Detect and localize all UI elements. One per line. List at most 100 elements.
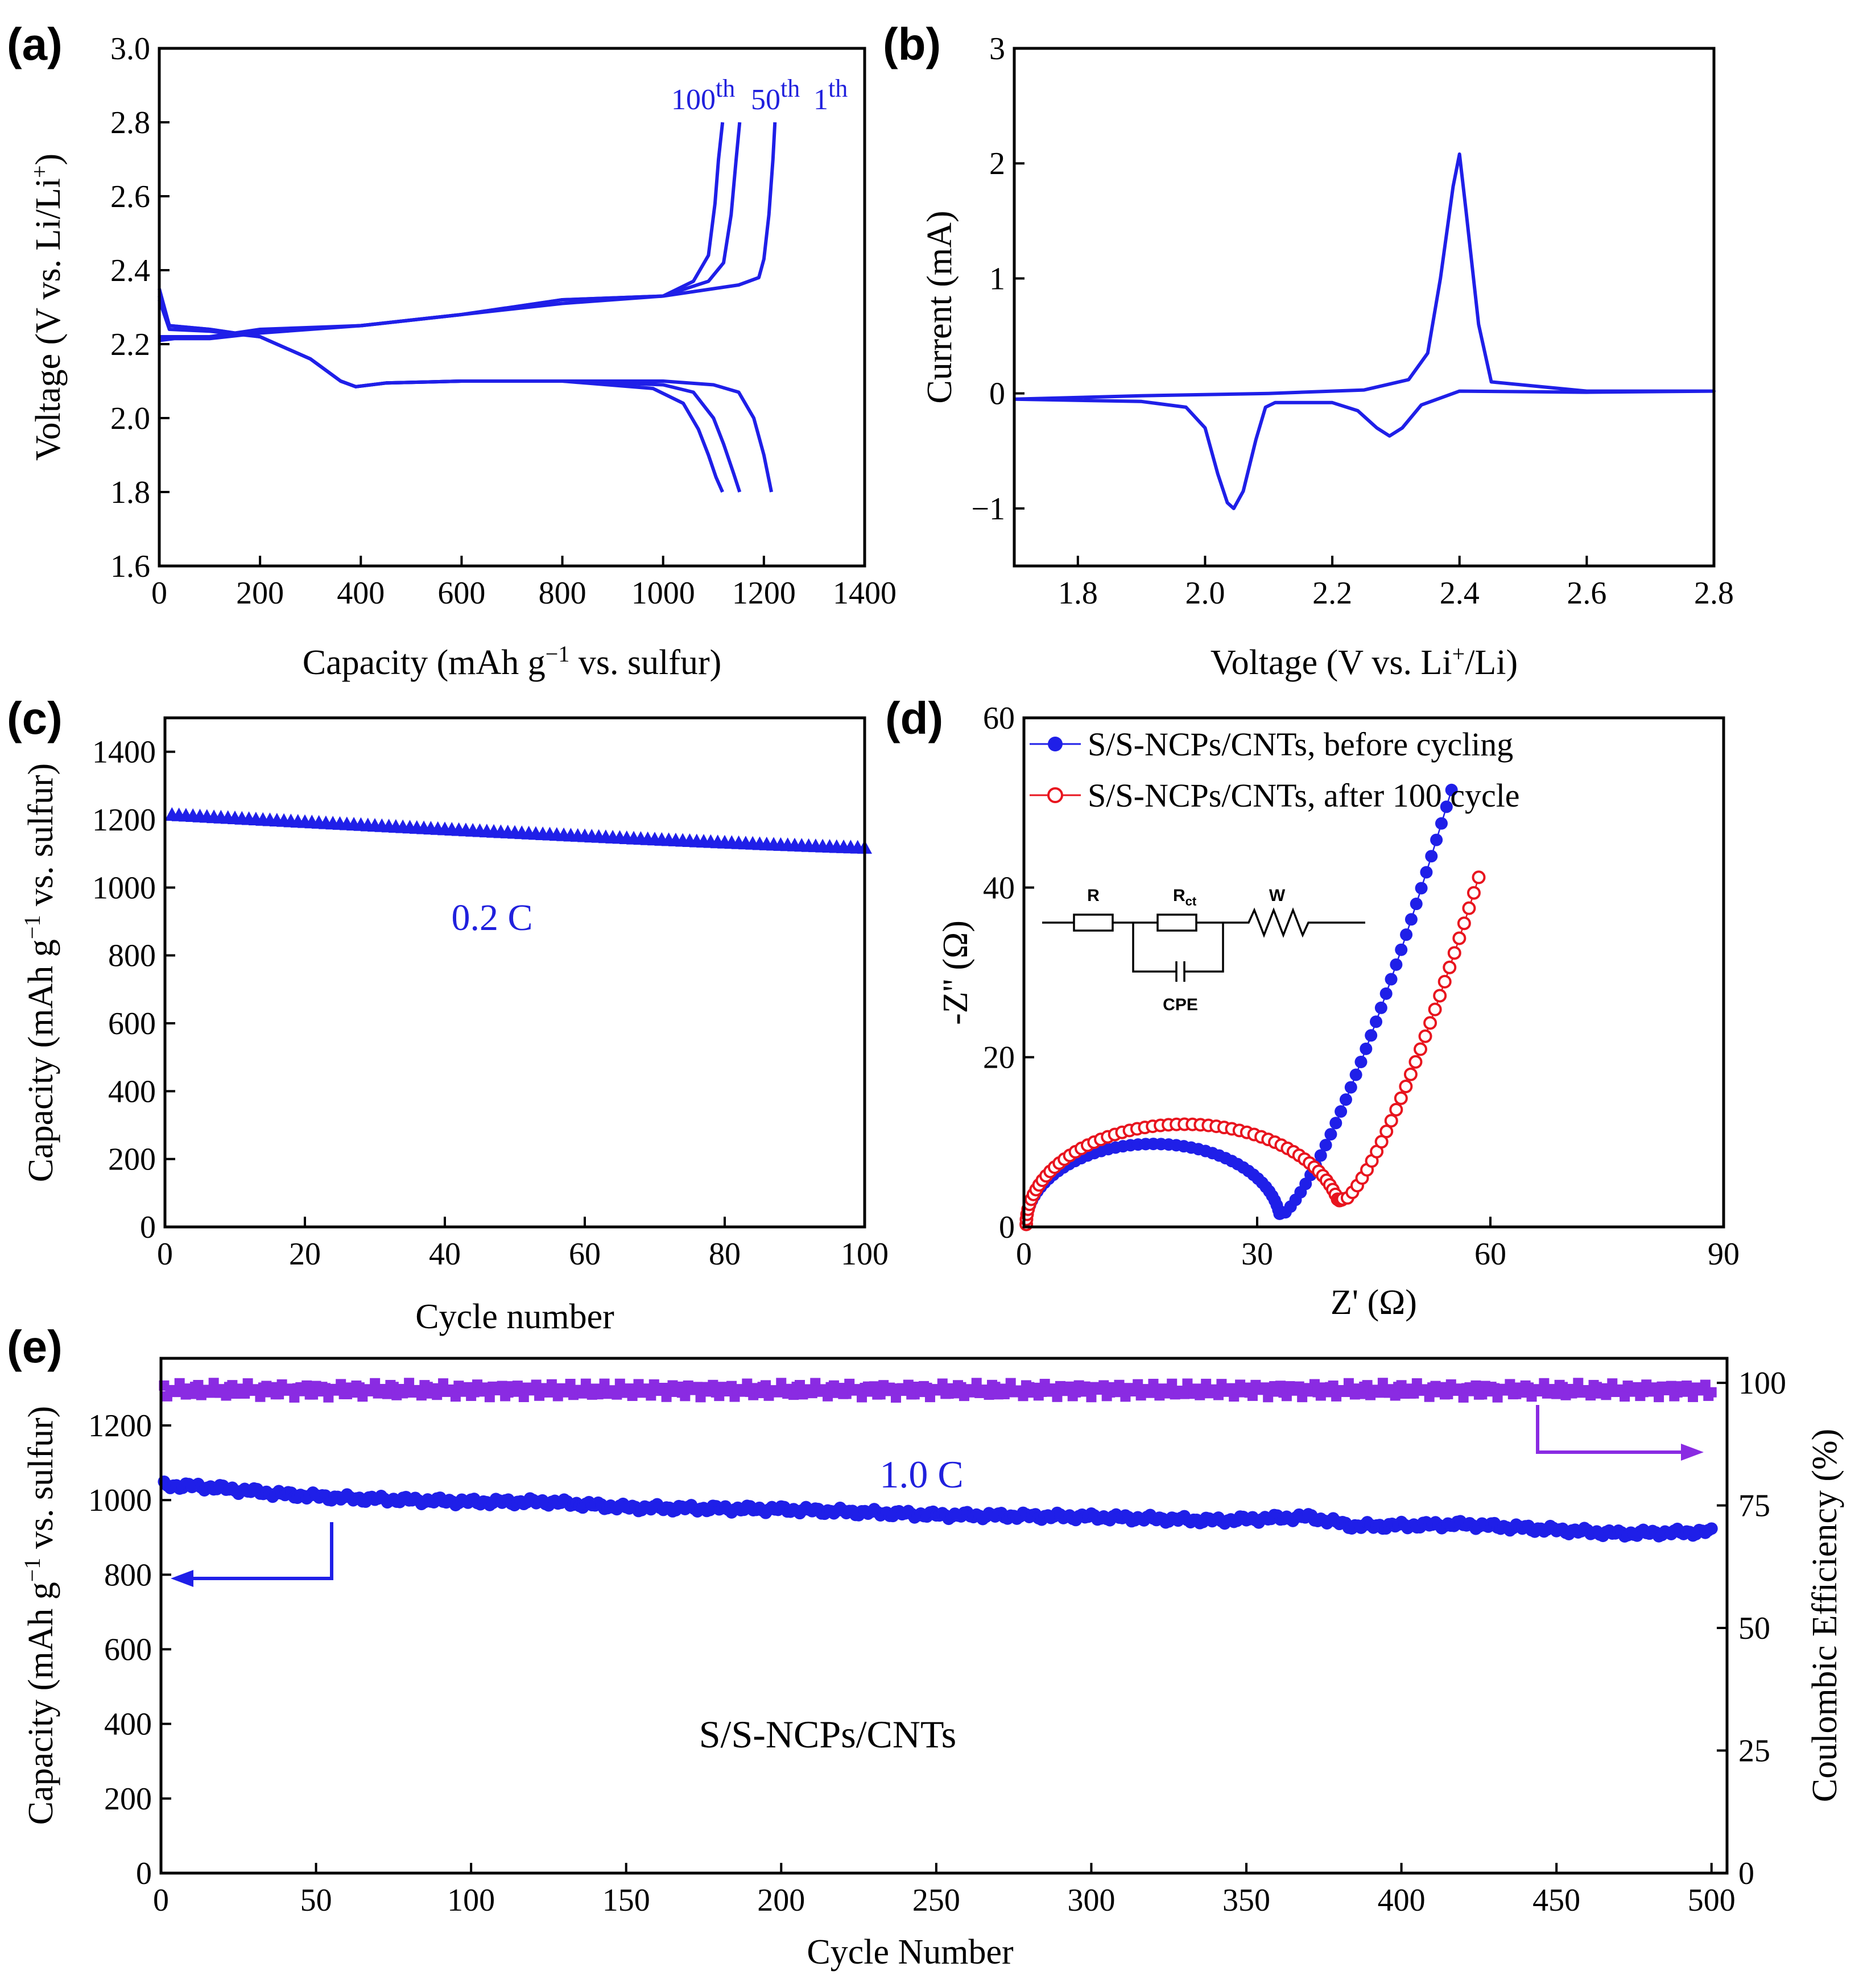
cycle-label-100th: 100th (671, 75, 735, 116)
ce-point (450, 1391, 461, 1402)
ce-point (1706, 1387, 1717, 1398)
x-tick-label: 2.4 (1440, 576, 1480, 611)
y-tick-label: 800 (104, 1557, 152, 1593)
circuit-resistor-r (1073, 914, 1114, 932)
y-tick-label: 1200 (88, 1408, 152, 1444)
panel-c-xlabel: Cycle number (415, 1297, 614, 1336)
circuit-label-rct: Rct (1173, 886, 1197, 908)
x-tick-label: 20 (289, 1237, 321, 1272)
x-tick-label: 500 (1688, 1883, 1736, 1918)
circuit-warburg (1223, 907, 1365, 938)
panel-a-frame (158, 47, 866, 568)
y-tick-label: 2.4 (110, 253, 150, 288)
eis-point-after (1399, 1079, 1413, 1093)
ce-point (323, 1392, 334, 1403)
panel-e-frame (159, 1357, 1729, 1875)
panel-a-xlabel: Capacity (mAh g−1 vs. sulfur) (303, 641, 722, 682)
ce-point (1505, 1379, 1515, 1390)
x-tick-label: 60 (1474, 1237, 1506, 1272)
eis-point-before (1420, 866, 1433, 879)
eis-point-after (1389, 1102, 1403, 1117)
eis-point-after (1423, 1016, 1437, 1030)
x-tick-label: 80 (709, 1237, 741, 1272)
ce-point (1620, 1391, 1630, 1402)
ce-point (1377, 1378, 1388, 1388)
y-tick-label: 1.8 (110, 475, 150, 510)
y-tick-label: 0 (999, 1210, 1015, 1245)
x-tick-label: 90 (1708, 1237, 1740, 1272)
voltage-curve (159, 122, 725, 338)
x-tick-label: 0 (157, 1237, 173, 1272)
circuit-label-cpe: CPE (1163, 995, 1198, 1014)
panel-d-label: (d) (885, 693, 943, 743)
panel-e-xlabel: Cycle Number (807, 1933, 1014, 1972)
x-tick-label: 60 (569, 1237, 601, 1272)
eis-point-before (1435, 817, 1448, 830)
y-tick-label: 1000 (88, 1483, 152, 1518)
x-tick-label: 1400 (833, 576, 897, 611)
legend-label-after: S/S-NCPs/CNTs, after 100 cycle (1088, 777, 1520, 814)
eis-point-after (1414, 1042, 1427, 1056)
eis-point-before (1329, 1117, 1342, 1130)
eis-point-before (1410, 898, 1423, 911)
panel-b-ticks: 1.8 2.0 2.2 2.4 2.6 2.8 −1 0 1 2 3 (971, 31, 1734, 611)
eis-point-after (1466, 886, 1481, 900)
ce-point (1424, 1391, 1435, 1402)
panel-e-series (158, 1378, 1718, 1543)
panel-e-label: (e) (7, 1321, 63, 1372)
eis-point-after (1384, 1114, 1398, 1128)
y-tick-label: 1000 (92, 870, 156, 906)
ce-point (1309, 1379, 1320, 1390)
eis-point-after (1408, 1055, 1423, 1069)
panel-d-series (1019, 783, 1486, 1231)
y-tick-label: 2 (989, 146, 1005, 181)
y-tick-label: 600 (104, 1632, 152, 1668)
left-axis-arrow (171, 1522, 333, 1587)
ce-point (869, 1381, 879, 1392)
y-tick-label: 400 (108, 1074, 156, 1109)
panel-c-frame (163, 716, 866, 1229)
x-tick-label: 250 (912, 1883, 960, 1918)
x-tick-label: 200 (757, 1883, 805, 1918)
panel-b-xlabel: Voltage (V vs. Li+/Li) (1211, 641, 1518, 682)
x-tick-label: 30 (1241, 1237, 1273, 1272)
x-tick-label: 0 (1016, 1237, 1032, 1272)
ce-point (370, 1378, 381, 1388)
eis-point-before (1349, 1068, 1362, 1081)
eis-point-before (1445, 783, 1458, 796)
x-tick-label: 2.6 (1567, 576, 1606, 611)
x-tick-label: 1000 (631, 576, 695, 611)
panel-a-series (158, 122, 777, 493)
panel-a-ticks: 0 200 400 600 800 1000 1200 1400 1.6 1.8 2.0 2.2 2.4… (110, 31, 897, 611)
circuit-cpe-right-wire (1184, 923, 1224, 973)
ce-point (301, 1380, 312, 1391)
ce-point (903, 1379, 914, 1390)
y-tick-label: 600 (108, 1006, 156, 1041)
rate-annotation-e: 1.0 C (879, 1453, 963, 1496)
ce-point (208, 1378, 219, 1388)
eis-point-after (1447, 946, 1461, 960)
y-tick-label: 800 (108, 939, 156, 974)
y-tick-label: 40 (983, 870, 1015, 906)
eis-point-after (1403, 1067, 1418, 1081)
y-tick-label: −1 (971, 491, 1005, 527)
x-tick-label: 800 (539, 576, 586, 611)
right-arrow-line (1536, 1405, 1684, 1454)
ce-point (823, 1391, 833, 1402)
x-tick-label: 150 (602, 1883, 650, 1918)
y-tick-label: 1200 (92, 803, 156, 838)
eis-point-before (1365, 1029, 1378, 1042)
cycle-label-1th: 1th (813, 75, 848, 116)
left-arrow-head (171, 1570, 193, 1587)
sample-annotation-e: S/S-NCPs/CNTs (699, 1713, 957, 1756)
panel-d-xlabel: Z' (Ω) (1331, 1283, 1417, 1322)
y-tick-label: 1400 (92, 735, 156, 770)
panel-d-legend: S/S-NCPs/CNTs, before cycling S/S-NCPs/C… (1030, 726, 1520, 814)
panel-a-ylabel: Voltage (V vs. Li/Li+) (27, 154, 68, 461)
equivalent-circuit (1042, 907, 1365, 982)
x-tick-label: 100 (447, 1883, 495, 1918)
panel-e-y2label: Coulombic Efficiency (%) (1806, 1429, 1844, 1803)
x-tick-label: 0 (151, 576, 167, 611)
panel-c: (c) 0 20 40 60 80 100020040060080010001200140… (7, 693, 889, 1336)
